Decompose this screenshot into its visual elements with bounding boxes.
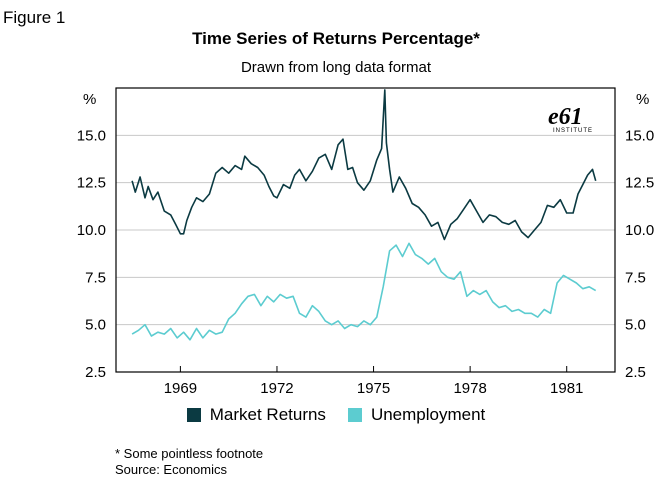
y-tick-label-right: 15.0 [625,127,654,144]
series-lines [131,89,597,341]
logo-mark: e61 [548,104,583,130]
y-tick-label-left: 2.5 [85,364,106,381]
logo-text: INSTITUTE [553,128,593,134]
y-tick-label-left: 15.0 [77,127,106,144]
legend-swatch-unemployment [347,408,362,422]
legend-item-market-returns: Market Returns [186,405,326,425]
series-line-unemployment [131,242,597,341]
legend-item-unemployment: Unemployment [347,405,486,425]
x-tick-label: 1981 [550,380,583,397]
y-tick-label-right: 2.5 [625,364,646,381]
series-line-market-returns [131,89,597,241]
x-tick-label: 1978 [453,380,486,397]
y-unit-right: % [636,91,649,108]
y-tick-label-right: 12.5 [625,175,654,192]
y-tick-label-right: 5.0 [625,317,646,334]
legend-label-market-returns: Market Returns [209,405,326,424]
e61-logo: e61 INSTITUTE [548,104,593,134]
gridlines [116,134,615,373]
y-tick-label-right: 7.5 [625,269,646,286]
chart-title: Time Series of Returns Percentage* [192,29,480,48]
y-tick-label-left: 12.5 [77,175,106,192]
y-tick-label-left: 7.5 [85,269,106,286]
x-axis-ticks: 1969 1972 1975 1978 1981 [164,366,583,397]
x-tick-label: 1975 [357,380,390,397]
y-unit-left: % [83,91,96,108]
legend-label-unemployment: Unemployment [370,405,486,424]
x-tick-label: 1972 [260,380,293,397]
plot-frame [115,87,616,373]
y-tick-label-left: 5.0 [85,317,106,334]
legend: Market Returns Unemployment [0,405,672,425]
figure-label: Figure 1 [3,8,66,27]
x-tick-label: 1969 [164,380,197,397]
y-tick-label-left: 10.0 [77,222,106,239]
chart-subtitle: Drawn from long data format [240,59,432,76]
y-axis-ticks: 2.5 2.5 5.0 5.0 7.5 7.5 10.0 10.0 12.5 12.5 15.0 15… [77,127,654,381]
footnote: * Some pointless footnote [115,446,264,461]
chart-canvas: 1969 1972 1975 1978 1981 2.5 2.5 5.0 5.0 7.5 7.5 1… [77,87,654,397]
y-tick-label-right: 10.0 [625,222,654,239]
source-note: Source: Economics [115,462,227,477]
legend-swatch-market-returns [186,408,201,422]
